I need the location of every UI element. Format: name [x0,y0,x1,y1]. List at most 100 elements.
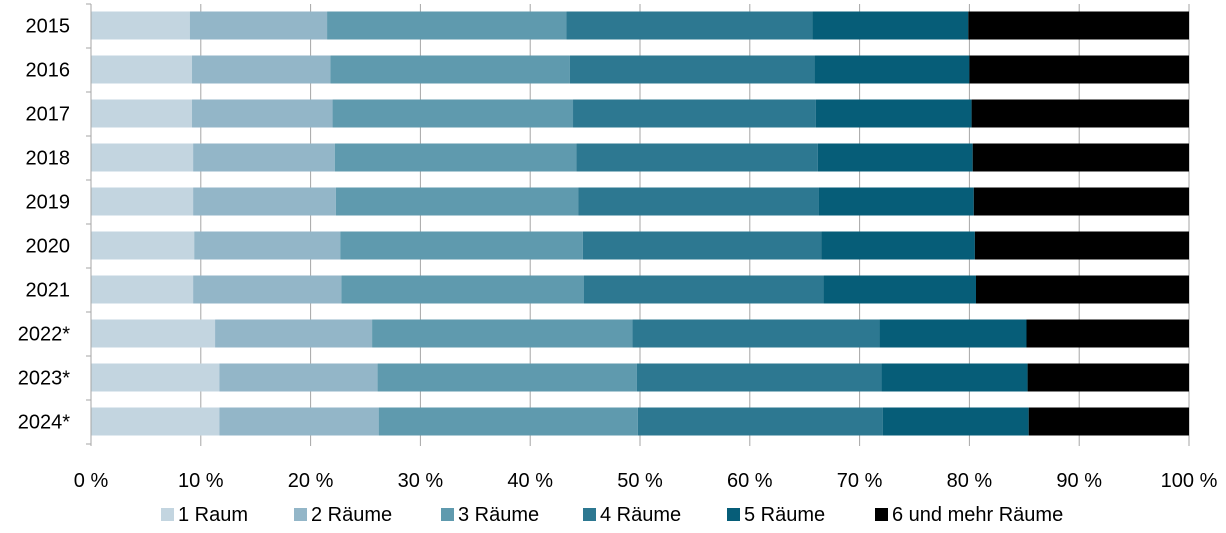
category-label: 2016 [26,60,71,82]
bar-segment [193,275,342,304]
x-tick-labels: 0 % 10 % 20 % 30 % 40 % 50 % 60 % 70 % 80 % 90 % 1… [74,470,1218,492]
bar-segment [377,363,637,392]
bar-segment [334,143,577,172]
legend-item: 2 Räume [294,504,392,526]
bar-segment [341,275,585,304]
legend-swatch [441,508,454,521]
legend-label: 6 und mehr Räume [892,504,1063,526]
legend-swatch [583,508,596,521]
bar-segment [973,187,1189,216]
bar-segment [636,363,882,392]
bars [91,11,1189,436]
bar-segment [1026,319,1189,348]
bar-segment [566,11,813,40]
category-label: 2023* [18,368,70,390]
bar-segment [578,187,819,216]
bar-segment [971,99,1189,128]
bar-segment [332,99,574,128]
axes [86,3,92,446]
legend-label: 4 Räume [600,504,681,526]
bar-segment [189,11,328,40]
x-tick-label: 0 % [74,470,109,492]
category-label: 2017 [26,104,71,126]
bar-segment [219,407,379,436]
bar-segment [632,319,880,348]
bar-segment [569,55,815,84]
category-label: 2018 [26,148,71,170]
x-tick-label: 80 % [947,470,993,492]
category-label: 2020 [26,236,71,258]
bar-segment [817,143,973,172]
bar-segment [637,407,883,436]
legend-item: 1 Raum [161,504,248,526]
x-tick-label: 20 % [288,470,334,492]
bar-segment [823,275,976,304]
legend-label: 5 Räume [744,504,825,526]
bar-segment [969,55,1189,84]
bar-segment [91,143,194,172]
category-label: 2021 [26,280,71,302]
bar-segment [378,407,638,436]
bar-segment [194,231,341,260]
legend-label: 1 Raum [178,504,248,526]
bar-segment [91,319,216,348]
bar-segment [975,275,1189,304]
category-label: 2022* [18,324,70,346]
bar-segment [193,143,335,172]
bar-segment [193,187,336,216]
legend-swatch [161,508,174,521]
bar-segment [1027,363,1189,392]
legend-swatch [875,508,888,521]
bar-segment [576,143,818,172]
bar-segment [192,99,333,128]
bar-segment [219,363,378,392]
legend-label: 2 Räume [311,504,392,526]
legend: 1 Raum 2 Räume 3 Räume 4 Räume 5 Räume 6 und … [161,504,1063,526]
bar-segment [821,231,975,260]
bar-segment [335,187,579,216]
bar-segment [327,11,567,40]
x-tick-label: 70 % [837,470,883,492]
category-label: 2019 [26,192,71,214]
bar-segment [192,55,331,84]
bar-segment [968,11,1189,40]
bar-segment [818,187,974,216]
bar-segment [584,275,824,304]
bar-segment [881,363,1028,392]
bar-segment [972,143,1189,172]
bar-segment [215,319,373,348]
x-tick-label: 10 % [178,470,224,492]
bar-segment [1028,407,1189,436]
bar-segment [91,11,190,40]
x-tick-label: 60 % [727,470,773,492]
bar-segment [91,407,220,436]
bar-segment [879,319,1027,348]
x-tick-label: 40 % [507,470,553,492]
category-labels: 2015 2016 2017 2018 2019 2020 2021 2022* 2023* 20… [18,16,70,434]
bar-segment [91,363,220,392]
x-tick-label: 90 % [1056,470,1102,492]
legend-swatch [294,508,307,521]
bar-segment [815,99,972,128]
bar-segment [330,55,570,84]
legend-item: 5 Räume [727,504,825,526]
bar-segment [974,231,1189,260]
bar-segment [91,187,194,216]
x-tick-label: 50 % [617,470,663,492]
bar-segment [91,275,194,304]
category-label: 2015 [26,16,71,38]
bar-segment [882,407,1029,436]
bar-segment [91,99,193,128]
bar-segment [372,319,633,348]
bar-segment [91,55,193,84]
bar-segment [814,55,970,84]
bar-segment [340,231,583,260]
legend-swatch [727,508,740,521]
bar-segment [812,11,969,40]
legend-label: 3 Räume [458,504,539,526]
legend-item: 6 und mehr Räume [875,504,1063,526]
x-tick-label: 100 % [1161,470,1218,492]
x-tick-label: 30 % [398,470,444,492]
